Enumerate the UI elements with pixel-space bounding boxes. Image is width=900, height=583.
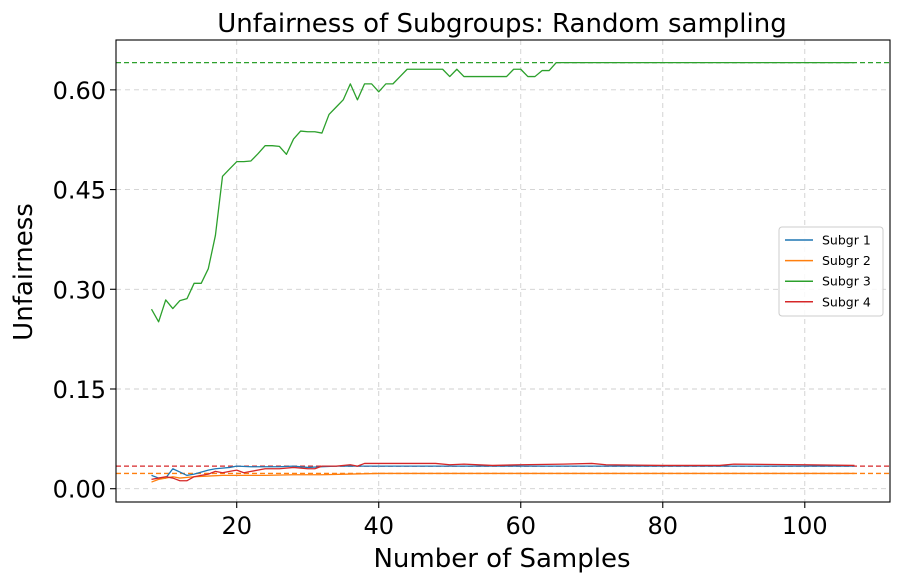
x-tick-label: 60 <box>505 512 536 540</box>
legend-label: Subgr 3 <box>822 274 871 289</box>
x-axis: 20 40 60 80 100 <box>221 502 828 540</box>
series-line-subgr-3 <box>150 61 855 323</box>
legend-box <box>778 226 884 317</box>
series-line-subgr-2 <box>151 472 855 483</box>
series-line-subgr-4 <box>151 462 855 482</box>
y-tick-label: 0.45 <box>53 177 106 205</box>
reference-lines <box>116 61 890 475</box>
grid <box>116 40 890 502</box>
x-tick-label: 20 <box>221 512 252 540</box>
legend: Subgr 1 Subgr 2 Subgr 3 Subgr 4 <box>778 226 884 317</box>
y-axis-label: Unfairness <box>9 203 39 341</box>
y-tick-label: 0.00 <box>53 476 106 504</box>
series-lines <box>150 61 855 483</box>
legend-label: Subgr 2 <box>822 253 871 268</box>
y-tick-label: 0.30 <box>53 276 106 304</box>
chart-title: Unfairness of Subgroups: Random sampling <box>217 9 786 39</box>
series-line-subgr-1 <box>151 465 855 479</box>
x-axis-label: Number of Samples <box>373 544 630 574</box>
y-axis: 0.00 0.15 0.30 0.45 0.60 <box>53 77 116 504</box>
x-tick-label: 40 <box>363 512 394 540</box>
x-tick-label: 80 <box>647 512 678 540</box>
y-tick-label: 0.60 <box>53 77 106 105</box>
plot-frame <box>115 39 891 503</box>
y-tick-label: 0.15 <box>53 376 106 404</box>
x-tick-label: 100 <box>782 512 828 540</box>
legend-label: Subgr 1 <box>822 233 871 248</box>
legend-label: Subgr 4 <box>822 294 871 309</box>
